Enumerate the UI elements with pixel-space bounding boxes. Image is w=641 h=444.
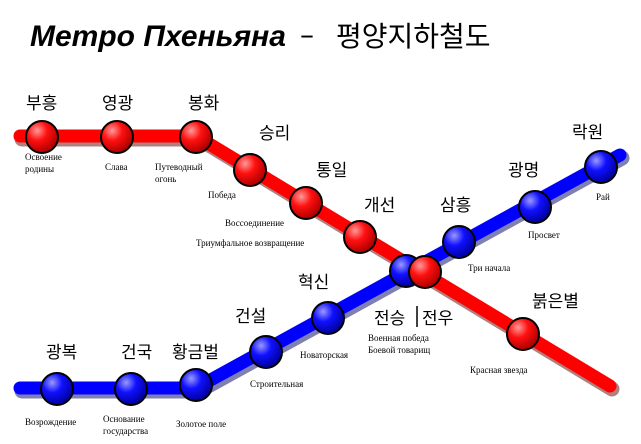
station <box>311 301 345 335</box>
station <box>114 372 148 406</box>
station <box>179 368 213 402</box>
title-dash: – <box>300 18 314 51</box>
station-label: 붉은별 <box>532 292 579 312</box>
station-translation: Победа <box>208 190 236 200</box>
station-label: 건국 <box>121 343 152 363</box>
station-translation: государства <box>103 426 148 436</box>
station-translation: Воссоединение <box>225 218 284 228</box>
station-label: 전승 <box>374 309 405 329</box>
station-translation: Слава <box>105 162 128 172</box>
station-translation: Путеводный <box>155 162 203 172</box>
station <box>584 150 618 184</box>
station <box>100 120 134 154</box>
station-translation: Просвет <box>528 230 560 240</box>
station <box>518 190 552 224</box>
station-translation: Военная победа <box>368 333 429 343</box>
station-label: 광복 <box>46 343 77 363</box>
station-label: 봉화 <box>188 94 220 114</box>
station-translation: Основание <box>103 414 145 424</box>
station-label: 영광 <box>102 94 133 114</box>
title-korean: 평양지하철도 <box>336 20 491 53</box>
station-translation: Красная звезда <box>470 365 528 375</box>
station-translation: Рай <box>596 192 610 202</box>
station-label: 황금벌 <box>172 343 219 363</box>
title: Метро Пхеньяна <box>30 20 286 53</box>
station-label: 혁신 <box>298 273 329 293</box>
station-label: 승리 <box>259 124 290 144</box>
station-label: 부흥 <box>26 94 57 114</box>
station <box>249 335 283 369</box>
station <box>442 225 476 259</box>
station-label: 개선 <box>364 196 395 216</box>
station <box>506 317 540 351</box>
station-label: 전우 <box>422 309 453 329</box>
station-translation: Возрождение <box>25 417 76 427</box>
station-label: 통일 <box>316 161 347 181</box>
stations: 광복 Возрождение 건국 Основание государства 황금벌 Зо… <box>25 94 618 436</box>
station-translation: Золотое поле <box>176 419 226 429</box>
station-label: 광명 <box>508 161 539 181</box>
station-translation: огонь <box>155 174 176 184</box>
station <box>408 255 442 289</box>
station-label: 건설 <box>235 307 266 327</box>
station-translation: Боевой товарищ <box>368 345 430 355</box>
station <box>343 220 377 254</box>
station-label: 락원 <box>572 123 603 143</box>
station-translation: Освоение <box>25 152 62 162</box>
station <box>233 153 267 187</box>
station <box>289 186 323 220</box>
station <box>179 120 213 154</box>
station <box>25 120 59 154</box>
station-translation: Новаторская <box>300 350 348 360</box>
station-label: 삼흥 <box>440 196 471 216</box>
station-translation: Триумфальное возвращение <box>196 238 304 248</box>
station-translation: Строительная <box>250 379 303 389</box>
station-translation: Три начала <box>468 263 510 273</box>
station <box>40 372 74 406</box>
station-translation: родины <box>25 164 54 174</box>
